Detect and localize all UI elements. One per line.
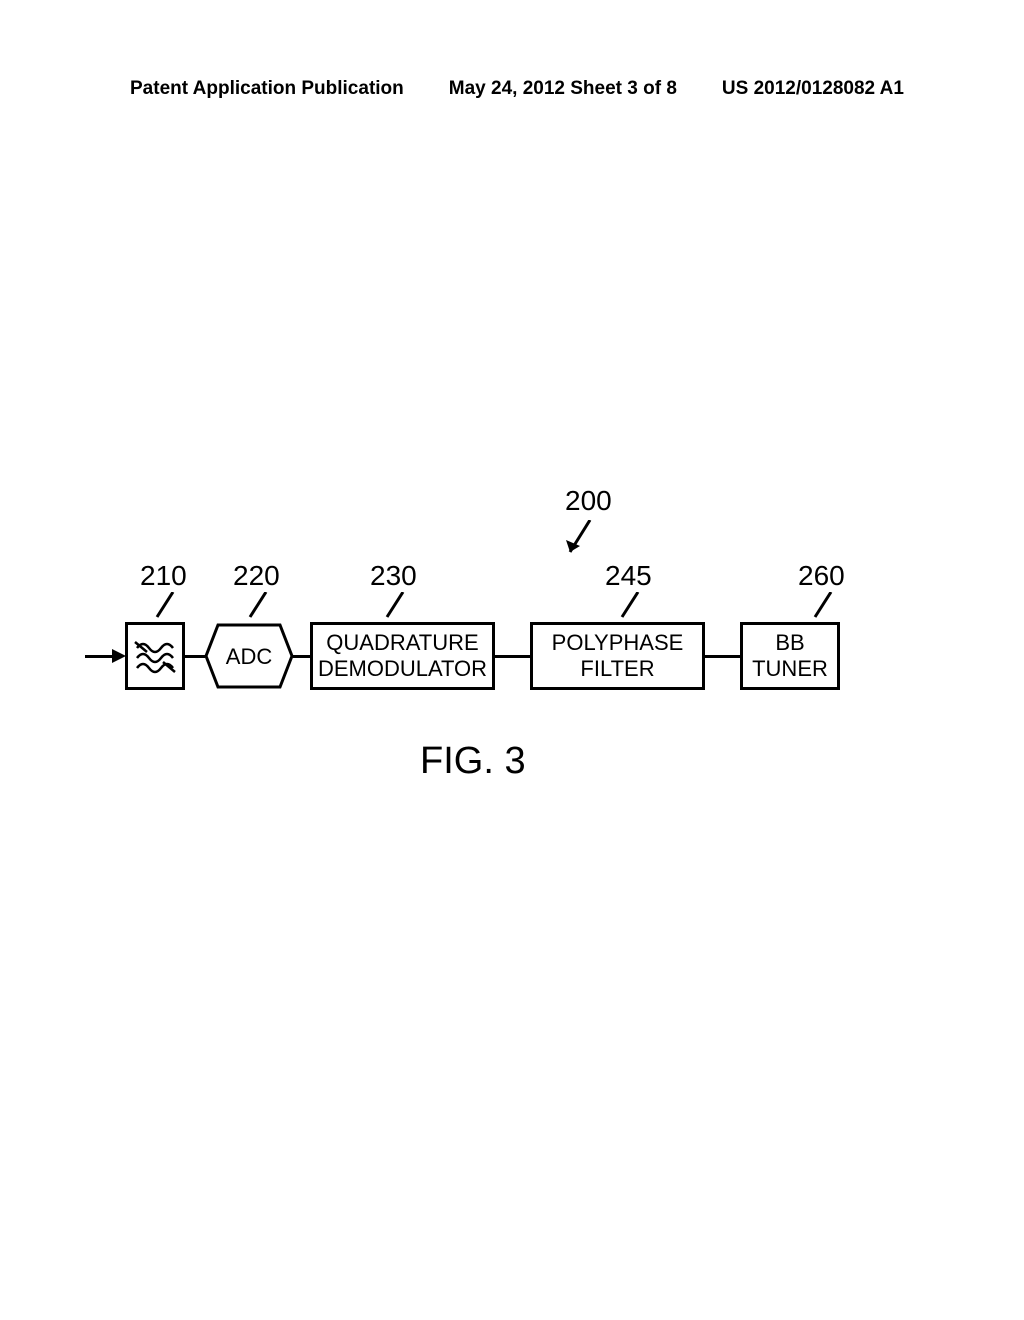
ref-260: 260 <box>798 560 845 592</box>
polyphase-label-2: FILTER <box>580 656 654 681</box>
adc-label: ADC <box>226 644 273 669</box>
polyphase-label-1: POLYPHASE <box>552 630 684 655</box>
figure-label: FIG. 3 <box>420 740 526 783</box>
tuner-block: BB TUNER <box>740 622 840 690</box>
filter-block <box>125 622 185 690</box>
input-connector <box>85 655 115 658</box>
header-left: Patent Application Publication <box>130 78 404 100</box>
ref-245: 245 <box>605 560 652 592</box>
demod-label-1: QUADRATURE <box>326 630 478 655</box>
ref-line-220 <box>248 592 273 622</box>
ref-system: 200 <box>565 485 612 517</box>
block-diagram: 200 210 220 230 245 260 <box>110 530 910 830</box>
tuner-label: BB TUNER <box>752 630 828 683</box>
adc-block: ADC <box>203 622 295 690</box>
page-header: Patent Application Publication May 24, 2… <box>0 78 1024 100</box>
demod-block: QUADRATURE DEMODULATOR <box>310 622 495 690</box>
ref-210: 210 <box>140 560 187 592</box>
tuner-label-1: BB <box>775 630 804 655</box>
ref-line-245 <box>620 592 645 622</box>
ref-line-230 <box>385 592 410 622</box>
conn-poly-tuner <box>705 655 740 658</box>
ref-line-210 <box>155 592 180 622</box>
conn-demod-poly <box>495 655 530 658</box>
input-arrow <box>112 649 126 663</box>
ref-230: 230 <box>370 560 417 592</box>
conn-filter-adc <box>185 655 205 658</box>
header-right: US 2012/0128082 A1 <box>722 78 904 100</box>
polyphase-block: POLYPHASE FILTER <box>530 622 705 690</box>
tuner-label-2: TUNER <box>752 656 828 681</box>
ref-arrow-200 <box>562 520 602 570</box>
header-middle: May 24, 2012 Sheet 3 of 8 <box>449 78 677 100</box>
bandpass-filter-icon <box>133 634 177 678</box>
polyphase-label: POLYPHASE FILTER <box>552 630 684 683</box>
ref-220: 220 <box>233 560 280 592</box>
demod-label: QUADRATURE DEMODULATOR <box>318 630 487 683</box>
ref-line-260 <box>813 592 838 622</box>
demod-label-2: DEMODULATOR <box>318 656 487 681</box>
